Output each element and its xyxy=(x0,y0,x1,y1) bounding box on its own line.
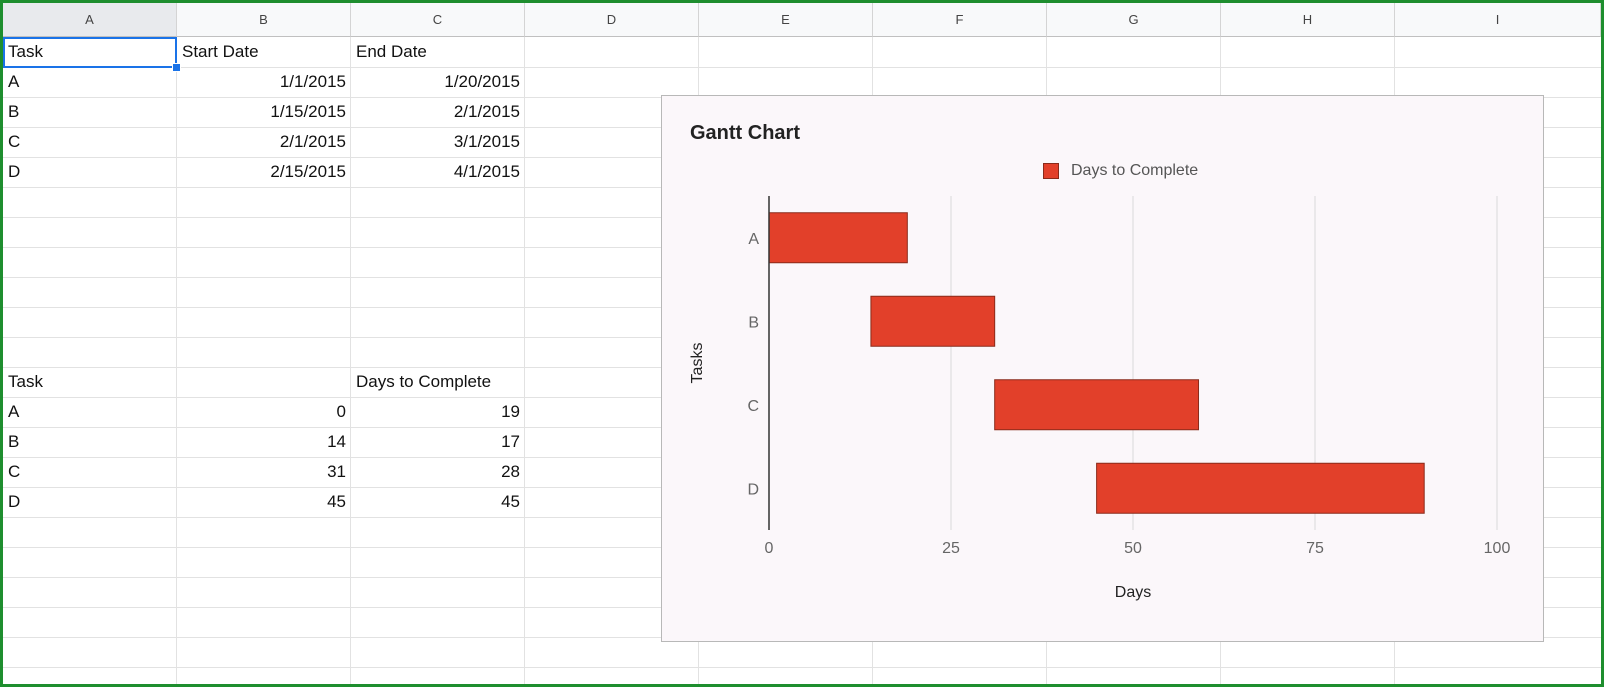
chart-legend[interactable]: Days to Complete xyxy=(1043,162,1198,180)
column-header-d[interactable]: D xyxy=(525,3,699,37)
x-axis-title: Days xyxy=(1115,584,1151,601)
column-header-a[interactable]: A xyxy=(3,3,177,37)
legend-label: Days to Complete xyxy=(1071,162,1199,179)
table2-cell[interactable]: 28 xyxy=(501,462,520,481)
table1-cell[interactable]: B xyxy=(8,102,20,121)
y-tick-label: A xyxy=(748,231,759,248)
column-header-b[interactable]: B xyxy=(177,3,351,37)
x-tick-label: 25 xyxy=(942,540,960,557)
column-divider xyxy=(524,37,525,684)
table2-cell[interactable]: B xyxy=(8,432,20,451)
table1-cell[interactable]: 1/15/2015 xyxy=(270,102,346,121)
x-tick-label: 75 xyxy=(1306,540,1324,557)
chart-title: Gantt Chart xyxy=(690,122,800,144)
chart-plot: 0 25 50 75 100 A B C D Days Tasks xyxy=(689,196,1511,601)
table2-cell[interactable]: D xyxy=(8,492,21,511)
column-divider xyxy=(176,37,177,684)
row-divider xyxy=(3,67,1601,68)
column-header-c[interactable]: C xyxy=(351,3,525,37)
table2-cell[interactable]: 19 xyxy=(501,402,520,421)
table1-header-cell[interactable]: End Date xyxy=(356,42,427,61)
row-divider xyxy=(3,667,1601,668)
y-tick-label: C xyxy=(747,398,759,415)
table2-header-cell[interactable]: Days to Complete xyxy=(356,372,492,391)
fill-handle[interactable] xyxy=(172,63,181,72)
table2-cell[interactable]: 17 xyxy=(501,432,520,451)
gantt-bar-d xyxy=(1096,462,1425,514)
table1-cell[interactable]: 2/15/2015 xyxy=(270,162,346,181)
gantt-bar-a xyxy=(768,212,908,264)
y-tick-label: D xyxy=(747,481,759,498)
table2-cell[interactable]: 45 xyxy=(501,492,520,511)
table2-cell[interactable]: C xyxy=(8,462,21,481)
active-cell-selection[interactable] xyxy=(3,37,177,68)
column-divider xyxy=(350,37,351,684)
table1-cell[interactable]: 4/1/2015 xyxy=(453,162,520,181)
table1-header-cell[interactable]: Task xyxy=(8,42,43,61)
x-tick-label: 50 xyxy=(1124,540,1142,557)
table2-cell[interactable]: 31 xyxy=(327,462,346,481)
y-axis-title: Tasks xyxy=(689,343,706,384)
gantt-bar-c xyxy=(994,379,1200,431)
table1-header-cell[interactable]: Start Date xyxy=(182,42,259,61)
gantt-bar-b xyxy=(870,295,996,347)
table1-cell[interactable]: 1/20/2015 xyxy=(444,72,520,91)
table1-cell[interactable]: 3/1/2015 xyxy=(453,132,520,151)
table1-cell[interactable]: 2/1/2015 xyxy=(453,102,520,121)
table1-cell[interactable]: A xyxy=(8,72,20,91)
table1-cell[interactable]: D xyxy=(8,162,21,181)
table2-cell[interactable]: 0 xyxy=(336,402,346,421)
table2-header-cell[interactable]: Task xyxy=(8,372,43,391)
gantt-chart[interactable]: Gantt Chart Days to Complete 0 25 50 75 100 A… xyxy=(661,95,1544,642)
table1-cell[interactable]: 2/1/2015 xyxy=(279,132,346,151)
column-header-e[interactable]: E xyxy=(699,3,873,37)
column-header-h[interactable]: H xyxy=(1221,3,1395,37)
x-tick-label: 0 xyxy=(765,540,774,557)
x-tick-label: 100 xyxy=(1484,540,1511,557)
table1-cell[interactable]: 1/1/2015 xyxy=(279,72,346,91)
column-header-g[interactable]: G xyxy=(1047,3,1221,37)
column-header-i[interactable]: I xyxy=(1395,3,1601,37)
column-header-f[interactable]: F xyxy=(873,3,1047,37)
table2-cell[interactable]: A xyxy=(8,402,20,421)
table2-cell[interactable]: 45 xyxy=(327,492,346,511)
table1-cell[interactable]: C xyxy=(8,132,21,151)
legend-swatch xyxy=(1043,163,1059,179)
table2-cell[interactable]: 14 xyxy=(327,432,346,451)
y-tick-label: B xyxy=(748,314,759,331)
